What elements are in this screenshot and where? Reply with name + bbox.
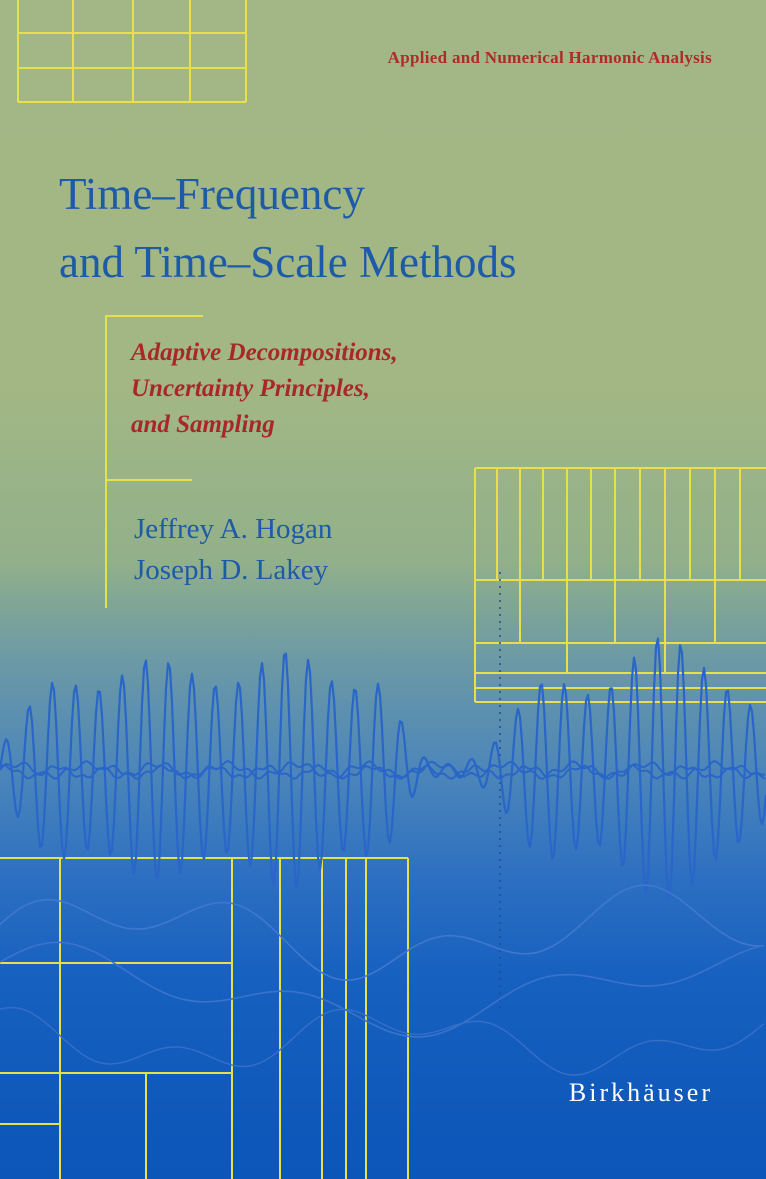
subtitle-line: Uncertainty Principles, xyxy=(131,375,370,402)
author-name: Jeffrey A. Hogan xyxy=(134,513,333,545)
waveform-traces xyxy=(0,637,766,1076)
main-waveform xyxy=(0,637,766,900)
series-name: Applied and Numerical Harmonic Analysis xyxy=(387,48,712,67)
envelope-curve-a xyxy=(0,884,765,981)
baseline-waveform-b xyxy=(0,764,766,780)
book-subtitle: Adaptive Decompositions, Uncertainty Pri… xyxy=(131,335,398,443)
publisher-name: Birkhäuser xyxy=(568,1078,713,1107)
book-title: Time–Frequency and Time–Scale Methods xyxy=(59,160,517,296)
bottom-left-tiling-grid xyxy=(0,857,409,1179)
authors: Jeffrey A. Hogan Joseph D. Lakey xyxy=(134,509,332,591)
subtitle-line: and Sampling xyxy=(131,411,275,438)
top-left-tiling-grid xyxy=(17,0,247,103)
subtitle-bracket xyxy=(105,315,203,608)
author-name: Joseph D. Lakey xyxy=(134,554,329,586)
title-line: Time–Frequency xyxy=(59,169,365,219)
envelope-curve-c xyxy=(0,1006,765,1076)
title-line: and Time–Scale Methods xyxy=(59,237,517,287)
subtitle-line: Adaptive Decompositions, xyxy=(131,339,398,366)
right-tiling-grid xyxy=(474,467,766,703)
envelope-curve-b xyxy=(0,941,765,1038)
